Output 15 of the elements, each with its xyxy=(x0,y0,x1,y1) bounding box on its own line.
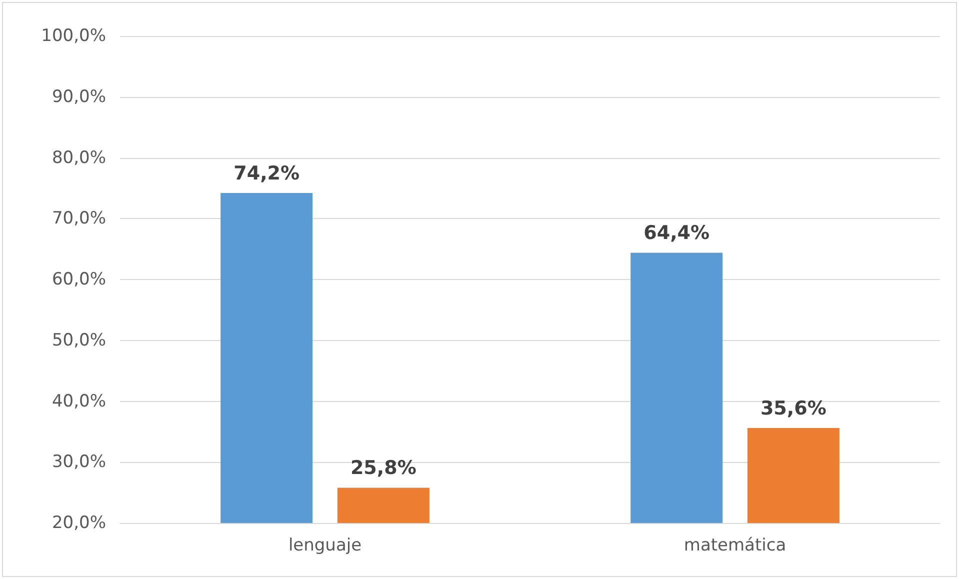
y-tick-label: 80,0% xyxy=(52,148,106,168)
y-tick-label: 70,0% xyxy=(52,208,106,229)
x-tick-label: matemática xyxy=(684,536,786,556)
y-tick-label: 20,0% xyxy=(52,513,106,533)
data-label: 25,8% xyxy=(350,457,416,480)
data-label: 35,6% xyxy=(760,398,826,420)
data-label: 74,2% xyxy=(234,162,300,185)
data-label: 64,4% xyxy=(644,222,710,244)
y-tick-label: 40,0% xyxy=(52,391,106,412)
y-tick-label: 30,0% xyxy=(52,452,106,472)
x-tick-label: lenguaje xyxy=(288,536,362,556)
y-tick-label: 50,0% xyxy=(52,330,106,350)
y-tick-label: 60,0% xyxy=(52,270,106,290)
y-tick-label: 90,0% xyxy=(52,86,106,107)
y-tick-label: 100,0% xyxy=(41,26,106,46)
